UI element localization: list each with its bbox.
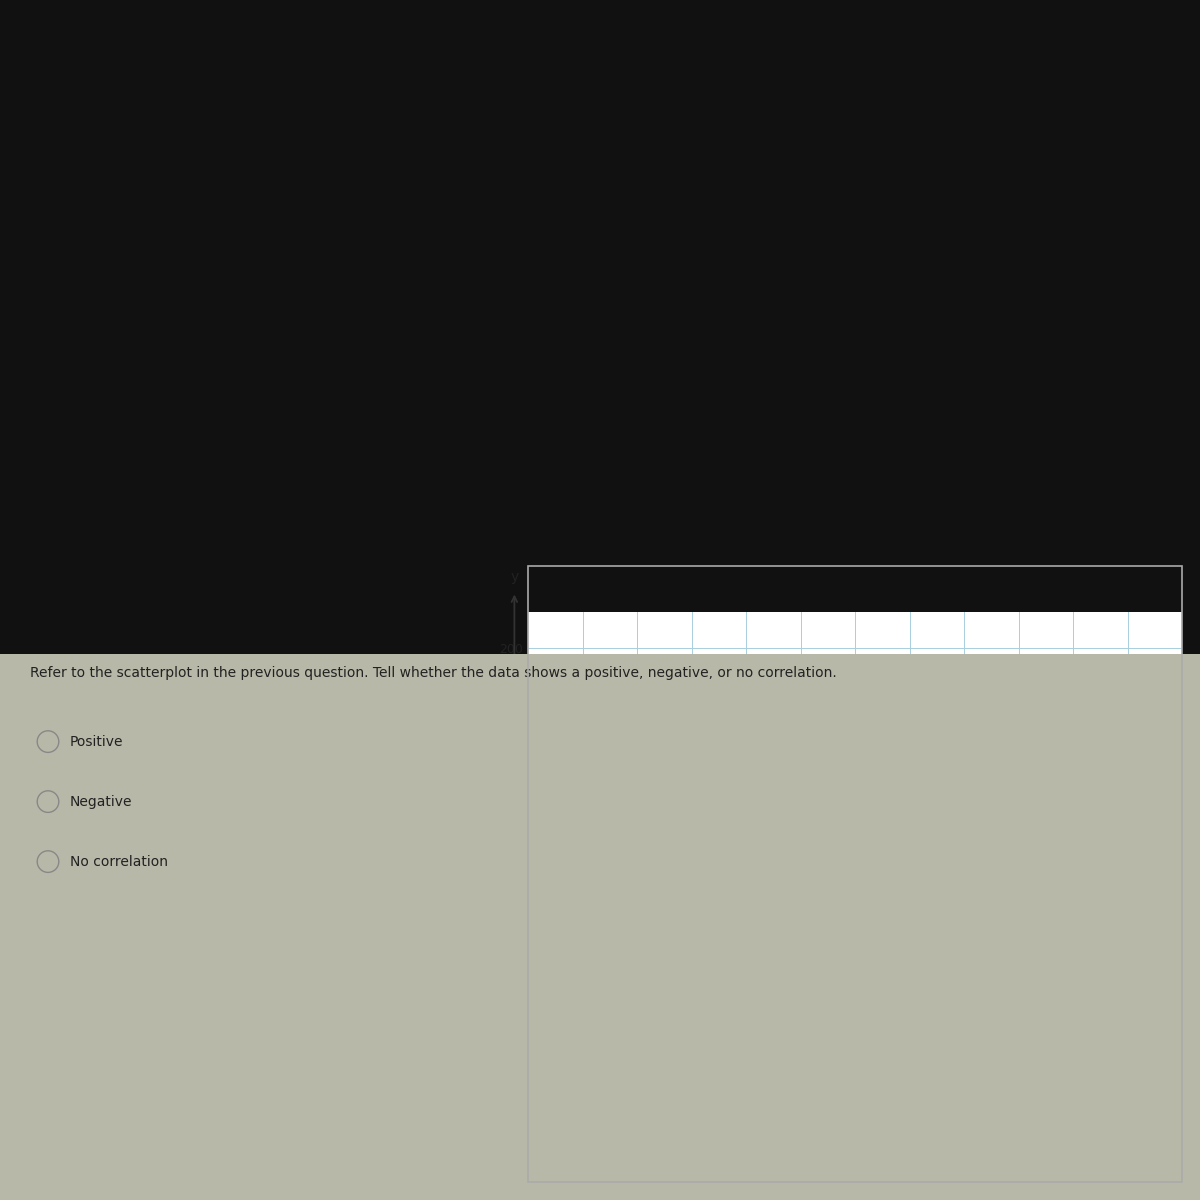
Point — [737, 1045, 756, 1064]
Text: Negative: Negative — [70, 794, 132, 809]
Text: Positive: Positive — [70, 734, 124, 749]
Point — [791, 995, 810, 1014]
Point — [600, 1096, 619, 1115]
Point — [928, 816, 947, 835]
Point — [655, 1096, 674, 1115]
Text: y: y — [510, 570, 518, 584]
Point — [763, 1020, 782, 1039]
Text: No correlation: No correlation — [70, 854, 168, 869]
Text: Heights and Weights: Heights and Weights — [750, 581, 960, 599]
Point — [682, 1096, 701, 1115]
Y-axis label: Weights (pounds): Weights (pounds) — [480, 828, 493, 966]
Text: 0: 0 — [487, 1189, 496, 1200]
Point — [845, 841, 864, 860]
Text: Refer to the scatterplot in the previous question. Tell whether the data shows a: Refer to the scatterplot in the previous… — [30, 666, 836, 680]
Point — [954, 791, 973, 810]
Point — [872, 841, 892, 860]
